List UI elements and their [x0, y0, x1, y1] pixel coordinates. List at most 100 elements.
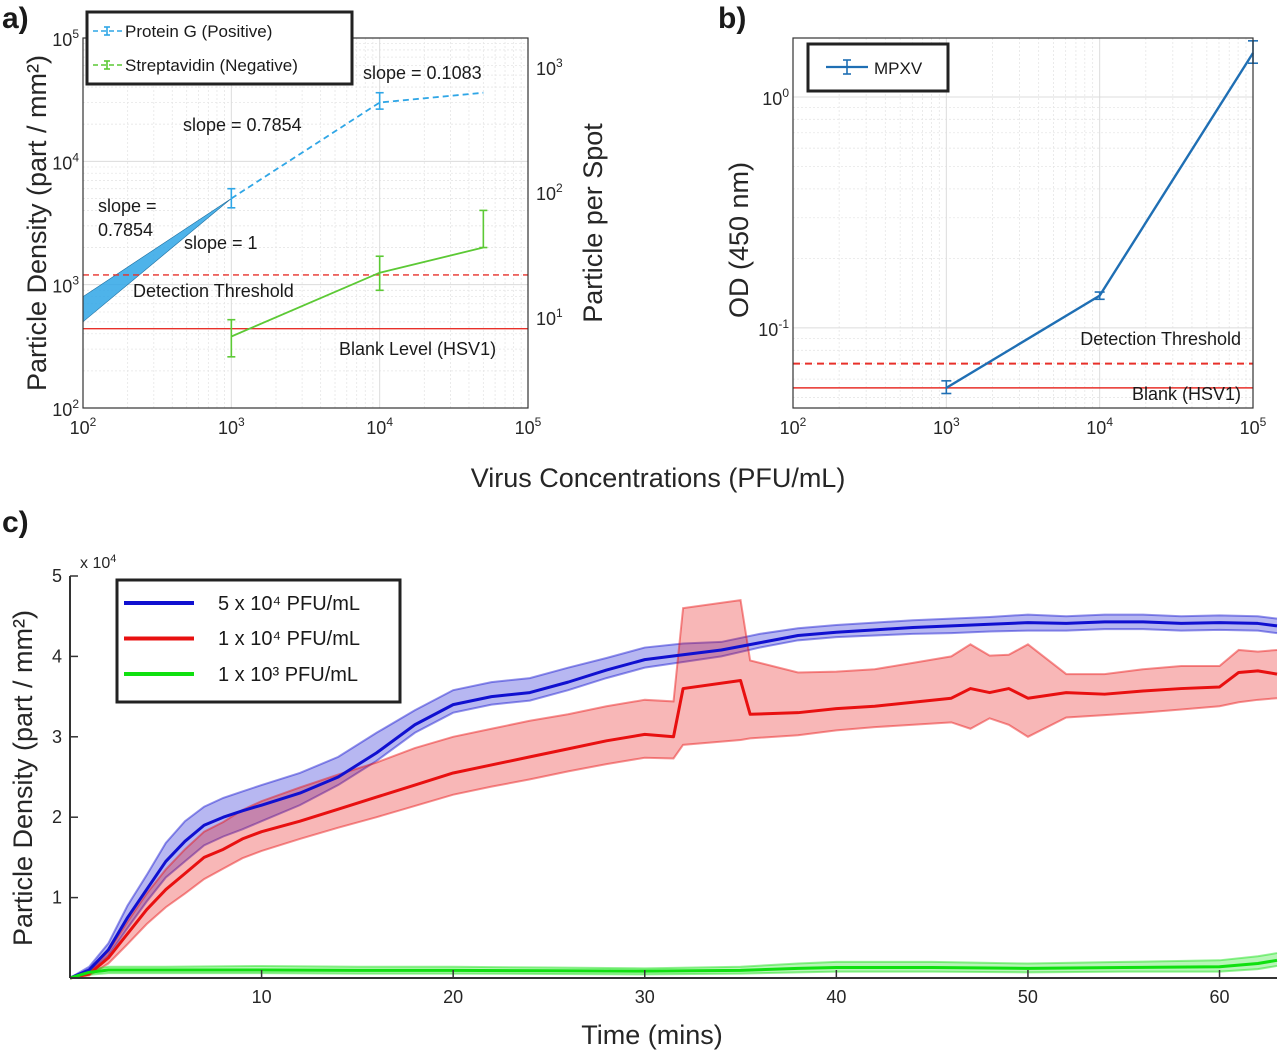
panel-a-xtick-label-exp: 3	[238, 415, 245, 429]
panel-a-right-ytick-label-exp: 2	[556, 181, 563, 195]
panel-a-right-ytick-label-base: 10	[536, 184, 556, 204]
threshold-label-a: Detection Threshold	[133, 281, 294, 301]
legend-swatch-streptavidin	[93, 60, 122, 70]
errorbar-protein-g-1	[375, 91, 384, 110]
panel-a-xtick-label-base: 10	[366, 418, 386, 438]
panel-a-xtick-label-base: 10	[218, 418, 238, 438]
band-upper-green	[69, 952, 1278, 979]
legend-swatch-protein-g-errorbar	[104, 26, 110, 36]
panel-b-xtick-label-exp: 5	[1260, 415, 1267, 429]
panel-b-ylabel: OD (450 nm)	[724, 162, 754, 318]
annotation-slope-mid: slope = 0.7854	[183, 115, 302, 135]
panel-b-ytick-label-exp: 0	[782, 86, 789, 100]
panel-c-xtick-label: 60	[1210, 987, 1230, 1007]
panel-a-right-ytick-label-exp: 3	[556, 56, 563, 70]
band-lower-red	[69, 697, 1278, 979]
legend-label-1e4: 1 x 10⁴ PFU/mL	[218, 628, 360, 650]
panel-a-xtick-label: 104	[366, 415, 393, 438]
threshold-label-b: Detection Threshold	[1080, 329, 1241, 349]
errorbar-mpxv-1	[1094, 291, 1105, 301]
panel-a-minor-grid	[83, 38, 528, 408]
panel-c-xtick-label: 50	[1018, 987, 1038, 1007]
mean-line-green	[69, 958, 1278, 980]
annotation-slope-left-line1: slope =	[98, 196, 157, 216]
panel-a-xtick-label: 105	[515, 415, 542, 438]
panel-b-xtick-label: 105	[1240, 415, 1267, 438]
panel-b-x-ticks: 102 103 104 105	[780, 415, 1267, 438]
panel-a-ytick-label-exp: 4	[72, 150, 79, 164]
panel-a-ylabel: Particle Density (part / mm²)	[22, 55, 52, 391]
panel-b-ytick-label: 100	[762, 86, 789, 109]
panel-c-ytick-label: 4	[52, 646, 62, 666]
legend-label-streptavidin: Streptavidin (Negative)	[125, 56, 298, 75]
legend-swatch-streptavidin-errorbar	[104, 60, 110, 70]
panel-a-right-ytick-label: 102	[536, 181, 563, 204]
series-line-protein-g	[230, 91, 484, 200]
band-upper-blue	[69, 613, 1278, 979]
panel-a-ytick-label: 104	[52, 150, 79, 173]
panel-b-minor-grid	[793, 38, 1253, 408]
panel-a-ytick-label-base: 10	[52, 30, 72, 50]
legend-a: Protein G (Positive) Streptavidin (Negat…	[85, 10, 354, 86]
legend-label-protein-g: Protein G (Positive)	[125, 22, 272, 41]
panel-a-ytick-label-exp: 5	[72, 27, 79, 41]
panel-a-ytick-label-exp: 2	[72, 397, 79, 411]
panel-a-xtick-label-exp: 5	[535, 415, 542, 429]
legend-c-box	[115, 578, 402, 704]
annotation-slope-left-line2: 0.7854	[98, 220, 153, 240]
panel-c-ytick-label: 5	[52, 566, 62, 586]
panel-b-xtick-label-base: 10	[933, 418, 953, 438]
panel-b-xtick-label-base: 10	[1086, 418, 1106, 438]
mean-line-blue	[69, 620, 1278, 980]
panel-a-right-ytick-label-base: 10	[536, 59, 556, 79]
panel-a-ytick-label-base: 10	[52, 153, 72, 173]
errorbar-mpxv-0	[941, 380, 952, 395]
legend-label-mpxv: MPXV	[874, 59, 923, 78]
panel-a-right-ytick-label-base: 10	[536, 309, 556, 329]
panel-c-xlabel: Time (mins)	[581, 1020, 723, 1050]
legend-c: 5 x 10⁴ PFU/mL 1 x 10⁴ PFU/mL 1 x 10³ PF…	[115, 578, 402, 704]
panel-c-xtick-label: 10	[252, 987, 272, 1007]
errorbar-streptavidin-1	[375, 255, 384, 292]
panel-a-xtick-label-exp: 4	[386, 415, 393, 429]
blank-label-b: Blank (HSV1)	[1132, 384, 1241, 404]
panel-a-xtick-label-exp: 2	[90, 415, 97, 429]
errorbar-protein-g-0	[227, 187, 236, 209]
legend-swatch-mpxv	[826, 59, 868, 75]
errorbar-streptavidin-0	[227, 318, 236, 358]
panel-b-xtick-label-base: 10	[1240, 418, 1260, 438]
panel-a-right-ytick-label-exp: 1	[556, 306, 563, 320]
annotation-slope-top: slope = 0.1083	[363, 63, 482, 83]
blank-label-a: Blank Level (HSV1)	[339, 339, 496, 359]
panel-b-xtick-label: 104	[1086, 415, 1113, 438]
y-multiplier-base: x 10	[80, 555, 110, 572]
annotation-slope-one: slope = 1	[184, 233, 258, 253]
panel-a-xtick-label: 102	[70, 415, 97, 438]
shared-xlabel: Virus Concentrations (PFU/mL)	[471, 463, 846, 493]
legend-c-swatches	[124, 601, 194, 676]
panel-b-ytick-label-exp: -1	[778, 317, 789, 331]
legend-b: MPXV	[806, 42, 950, 93]
panel-a-x-ticks: 102 103 104 105	[70, 415, 542, 438]
panel-c-xtick-label: 40	[826, 987, 846, 1007]
slope-fit-wedge	[82, 198, 232, 323]
panel-a-label: a)	[2, 2, 29, 35]
panel-c-y-ticks: 1 2 3 4 5	[52, 566, 78, 908]
panel-c-label: c)	[2, 506, 29, 539]
panel-b-xtick-label-exp: 3	[953, 415, 960, 429]
band-lower-green	[69, 964, 1278, 979]
band-lower-blue	[69, 628, 1278, 979]
panel-c-ytick-label: 1	[52, 888, 62, 908]
panel-a-xtick-label-base: 10	[515, 418, 535, 438]
panel-b-xtick-label-exp: 2	[800, 415, 807, 429]
panel-b-data	[793, 40, 1258, 395]
panel-a-ytick-label-base: 10	[52, 400, 72, 420]
panel-b-xtick-label-exp: 4	[1106, 415, 1113, 429]
panel-a-data	[82, 91, 528, 358]
